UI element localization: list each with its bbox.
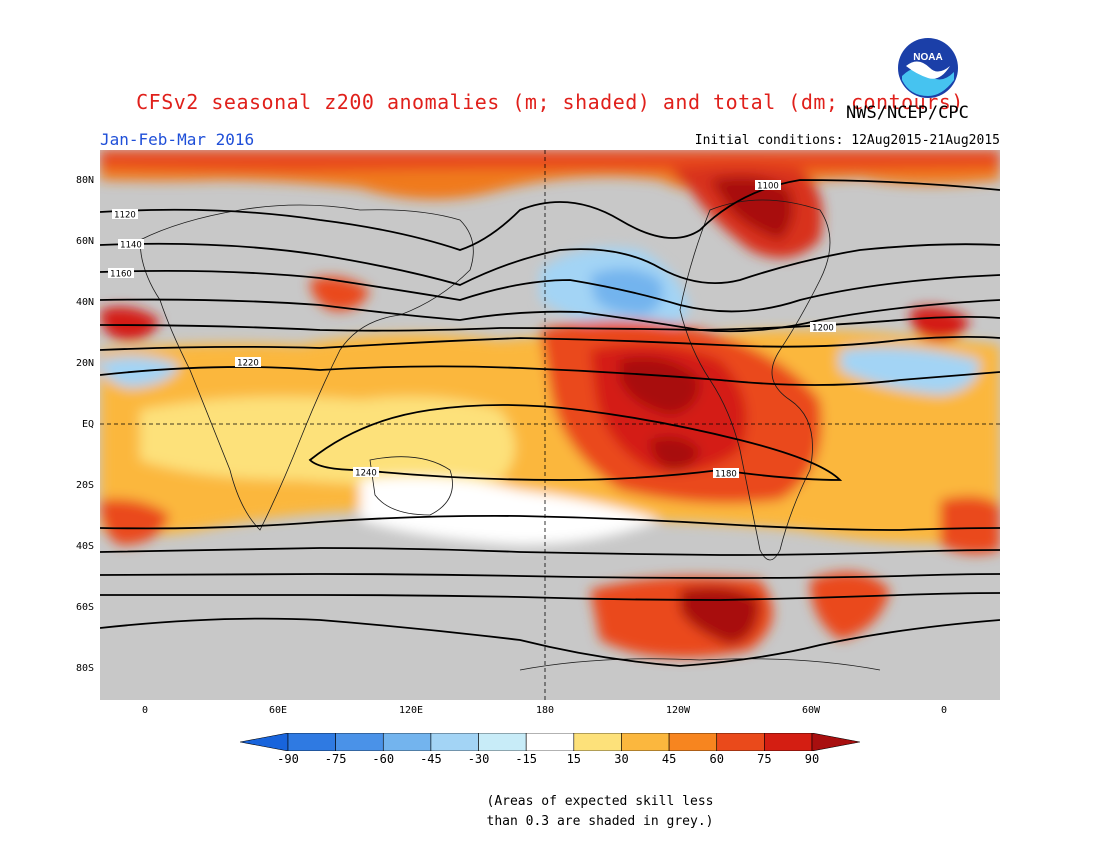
colorbar-label: -90 [277,752,299,766]
contour-labels: 1100 1120 1140 1160 1180 1200 1220 1240 [108,180,836,480]
lon-label-0-east: 0 [940,705,948,716]
colorbar-bin [430,732,479,752]
lon-label-180: 180 [535,705,555,716]
season-label: Jan-Feb-Mar 2016 [100,130,255,149]
skill-note-line-2: than 0.3 are shaded in grey.) [486,814,714,829]
colorbar-label: 45 [661,752,677,766]
contour-label-1120: 1120 [114,211,136,221]
colorbar [239,732,861,752]
lat-label-60n: 60N [75,236,94,247]
colorbar-label: -15 [515,752,538,766]
lon-label-120e: 120E [398,705,424,716]
noaa-logo: NOAA [896,36,960,100]
colorbar-bin [287,732,336,752]
lon-label-0: 0 [141,705,149,716]
contour-label-1180: 1180 [715,470,737,480]
contour-label-1220: 1220 [237,359,259,369]
lat-label-eq: EQ [81,419,94,430]
lat-label-20n: 20N [75,358,94,369]
agency-label: NWS/NCEP/CPC [846,103,969,123]
colorbar-label: -60 [372,752,395,766]
colorbar-label: 75 [757,752,772,766]
contour-label-1100: 1100 [757,182,779,192]
lat-label-80n: 80N [75,175,94,186]
lat-label-80s: 80S [75,663,94,674]
colorbar-bin [239,732,289,752]
skill-note: (Areas of expected skill less than 0.3 a… [460,792,740,832]
lon-label-60w: 60W [801,705,821,716]
colorbar-label: -75 [324,752,347,766]
contour-label-1140: 1140 [120,241,142,251]
lon-label-60e: 60E [268,705,288,716]
noaa-logo-text: NOAA [913,52,942,63]
anomaly-shading [100,150,1000,658]
lat-label-40n: 40N [75,297,94,308]
skill-note-line-1: (Areas of expected skill less [486,794,714,809]
colorbar-label: 30 [614,752,629,766]
initial-conditions-label: Initial conditions: 12Aug2015-21Aug2015 [694,133,1000,148]
lat-label-60s: 60S [75,602,94,613]
colorbar-label: 15 [566,752,582,766]
height-contours [100,179,1000,667]
contour-label-1200: 1200 [812,324,834,334]
colorbar-label: -30 [467,752,490,766]
colorbar-bin [573,732,622,752]
colorbar-bin [525,732,575,752]
colorbar-bin [621,732,670,752]
colorbar-bin [335,732,384,752]
lat-label-20s: 20S [75,480,94,491]
map-title: CFSv2 seasonal z200 anomalies (m; shaded… [136,90,964,114]
colorbar-bin [382,732,432,752]
colorbar-bin [764,732,813,752]
colorbar-bin [811,732,861,752]
colorbar-bin [668,732,718,752]
colorbar-label: 90 [804,752,820,766]
contour-label-1240: 1240 [355,469,377,479]
lon-label-120w: 120W [665,705,691,716]
contour-label-1160: 1160 [110,270,132,280]
colorbar-bin [478,732,527,752]
colorbar-bin [716,732,765,752]
anomaly-map: 1100 1120 1140 1160 1180 1200 1220 1240 [100,150,1000,700]
colorbar-label: 60 [709,752,724,766]
colorbar-label: -45 [420,752,442,766]
lat-label-40s: 40S [75,541,94,552]
